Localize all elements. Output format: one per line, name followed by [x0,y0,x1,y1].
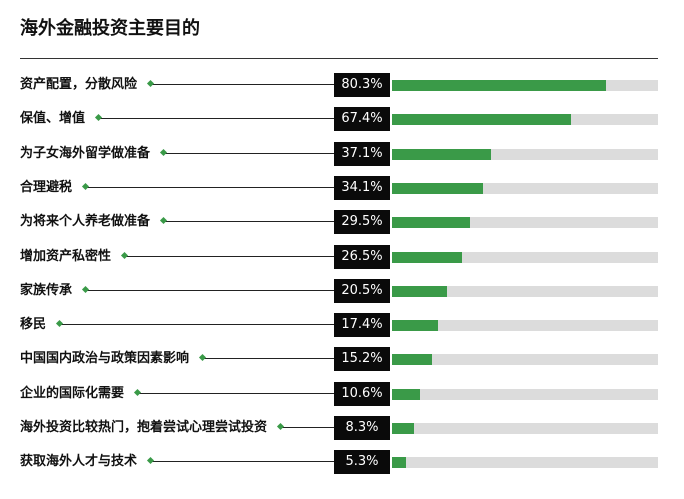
bar [392,114,572,126]
category-label: 合理避税 [20,174,78,201]
bar-row: 为子女海外留学做准备 37.1% [0,140,684,167]
leader-line [152,84,334,85]
marker-diamond-icon [81,285,90,293]
bar [392,217,471,229]
category-label: 为子女海外留学做准备 [20,140,156,167]
leader-line [282,427,334,428]
bar [392,251,463,263]
category-label: 资产配置，分散风险 [20,72,143,98]
category-label: 保值、增值 [20,106,91,133]
bar-row: 为将来个人养老做准备 29.5% [0,209,684,236]
leader-line [87,289,334,291]
value-label: 10.6% [334,381,390,406]
marker-diamond-icon [276,422,285,431]
bar-track [392,285,658,297]
value-label: 26.5% [334,244,390,269]
marker-diamond-icon [94,114,103,122]
bar [392,80,606,91]
marker-diamond-icon [55,320,64,328]
marker-diamond-icon [159,148,168,156]
category-label: 企业的国际化需要 [20,380,130,407]
bar [392,423,415,434]
value-label: 67.4% [334,107,390,132]
bar-track [392,457,658,469]
leader-line [100,118,334,120]
value-label: 34.1% [334,175,390,200]
category-label: 海外投资比较热门，抱着尝试心理尝试投资 [20,415,273,441]
category-label: 家族传承 [20,277,78,304]
leader-line [165,221,334,223]
marker-diamond-icon [133,388,142,396]
bar-row: 增加资产私密性 26.5% [0,243,684,270]
bar [392,148,491,160]
bar [392,354,433,366]
bar [392,285,447,297]
bar-track [392,320,658,332]
bar-row: 移民 17.4% [0,312,684,339]
value-label: 20.5% [334,278,390,303]
leader-line [152,461,334,463]
leader-line [61,324,334,326]
value-label: 17.4% [334,313,390,338]
bar-row: 保值、增值 67.4% [0,106,684,133]
value-label: 29.5% [334,210,390,235]
bar-row: 家族传承 20.5% [0,277,684,304]
marker-diamond-icon [198,354,207,362]
bar-row: 合理避税 34.1% [0,174,684,201]
bar-track [392,217,658,229]
bar-row: 中国国内政治与政策因素影响 15.2% [0,346,684,373]
bar [392,388,421,400]
title-divider [20,58,658,59]
bar-row: 企业的国际化需要 10.6% [0,380,684,407]
leader-line [204,358,334,360]
bar-track [392,423,658,434]
bar-track [392,182,658,194]
marker-diamond-icon [81,182,90,190]
bar [392,320,439,332]
leader-line [126,255,334,257]
category-label: 获取海外人才与技术 [20,449,143,476]
marker-diamond-icon [120,251,129,259]
marker-diamond-icon [146,79,155,88]
marker-diamond-icon [159,217,168,225]
leader-line [87,186,334,188]
chart-title: 海外金融投资主要目的 [20,18,200,39]
value-label: 8.3% [334,416,390,440]
bar-track [392,114,658,126]
bar-row: 资产配置，分散风险 80.3% [0,72,684,98]
category-label: 为将来个人养老做准备 [20,209,156,236]
category-label: 移民 [20,312,52,339]
leader-line [165,152,334,154]
value-label: 5.3% [334,450,390,475]
bar [392,457,407,469]
bar-row: 获取海外人才与技术 5.3% [0,449,684,476]
category-label: 中国国内政治与政策因素影响 [20,346,195,373]
bar-track [392,388,658,400]
bar-row: 海外投资比较热门，抱着尝试心理尝试投资 8.3% [0,415,684,441]
value-label: 37.1% [334,141,390,166]
bar-track [392,148,658,160]
value-label: 80.3% [334,73,390,97]
leader-line [139,392,334,394]
value-label: 15.2% [334,347,390,372]
bar [392,182,483,194]
category-label: 增加资产私密性 [20,243,117,270]
marker-diamond-icon [146,457,155,465]
bar-track [392,354,658,366]
bar-track [392,80,658,91]
bar-track [392,251,658,263]
